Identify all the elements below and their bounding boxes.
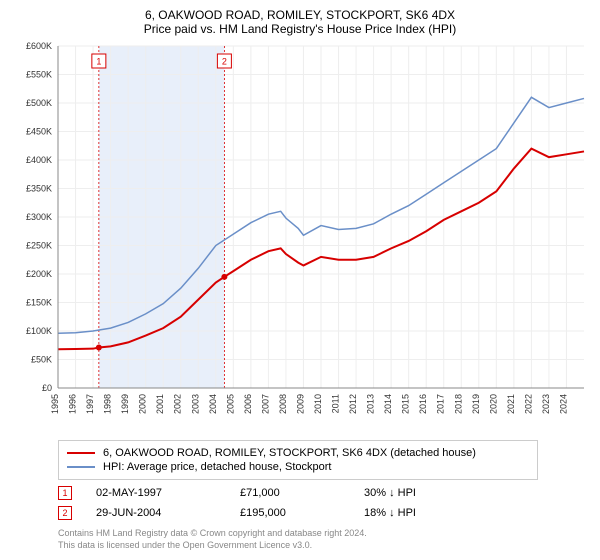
svg-text:£200K: £200K [26, 269, 52, 279]
svg-text:1: 1 [96, 57, 101, 67]
svg-text:2015: 2015 [401, 394, 411, 414]
svg-text:1999: 1999 [120, 394, 130, 414]
svg-text:2020: 2020 [488, 394, 498, 414]
svg-text:£350K: £350K [26, 184, 52, 194]
legend-item: 6, OAKWOOD ROAD, ROMILEY, STOCKPORT, SK6… [67, 447, 529, 459]
svg-text:2001: 2001 [155, 394, 165, 414]
svg-text:£500K: £500K [26, 98, 52, 108]
svg-text:2024: 2024 [558, 394, 568, 414]
svg-text:2000: 2000 [138, 394, 148, 414]
sale-record: 102-MAY-1997£71,00030% ↓ HPI [58, 486, 590, 500]
legend-item: HPI: Average price, detached house, Stoc… [67, 461, 529, 473]
svg-text:£250K: £250K [26, 241, 52, 251]
svg-text:2009: 2009 [295, 394, 305, 414]
svg-text:2003: 2003 [190, 394, 200, 414]
page-subtitle: Price paid vs. HM Land Registry's House … [10, 22, 590, 36]
svg-text:2005: 2005 [225, 394, 235, 414]
svg-text:1998: 1998 [103, 394, 113, 414]
svg-text:1995: 1995 [50, 394, 60, 414]
svg-text:1996: 1996 [68, 394, 78, 414]
svg-text:2011: 2011 [331, 394, 341, 413]
svg-text:2021: 2021 [506, 394, 516, 414]
svg-text:2018: 2018 [453, 394, 463, 414]
sale-marker-icon: 1 [58, 486, 72, 500]
svg-text:£600K: £600K [26, 42, 52, 51]
svg-text:£100K: £100K [26, 326, 52, 336]
svg-text:2: 2 [222, 57, 227, 67]
sale-record: 229-JUN-2004£195,00018% ↓ HPI [58, 506, 590, 520]
svg-text:£400K: £400K [26, 155, 52, 165]
svg-text:2017: 2017 [436, 394, 446, 414]
svg-text:2004: 2004 [208, 394, 218, 414]
svg-text:£300K: £300K [26, 212, 52, 222]
svg-text:£150K: £150K [26, 298, 52, 308]
legend: 6, OAKWOOD ROAD, ROMILEY, STOCKPORT, SK6… [58, 440, 538, 480]
svg-text:2013: 2013 [366, 394, 376, 414]
svg-text:£450K: £450K [26, 127, 52, 137]
svg-text:2022: 2022 [523, 394, 533, 414]
page-title: 6, OAKWOOD ROAD, ROMILEY, STOCKPORT, SK6… [10, 8, 590, 22]
svg-text:2006: 2006 [243, 394, 253, 414]
svg-text:2023: 2023 [541, 394, 551, 414]
footer-text: Contains HM Land Registry data © Crown c… [58, 528, 590, 551]
svg-text:2007: 2007 [260, 394, 270, 414]
svg-text:2019: 2019 [471, 394, 481, 414]
svg-text:2014: 2014 [383, 394, 393, 414]
svg-text:2010: 2010 [313, 394, 323, 414]
svg-text:£50K: £50K [31, 355, 52, 365]
svg-text:2016: 2016 [418, 394, 428, 414]
svg-text:1997: 1997 [85, 394, 95, 414]
svg-text:2012: 2012 [348, 394, 358, 414]
price-chart: £0 £50K £100K £150K £200K £250K £300K £350K £400… [10, 42, 590, 432]
svg-text:2008: 2008 [278, 394, 288, 414]
svg-text:£550K: £550K [26, 70, 52, 80]
svg-text:£0: £0 [42, 383, 52, 393]
sale-marker-icon: 2 [58, 506, 72, 520]
svg-text:2002: 2002 [173, 394, 183, 414]
